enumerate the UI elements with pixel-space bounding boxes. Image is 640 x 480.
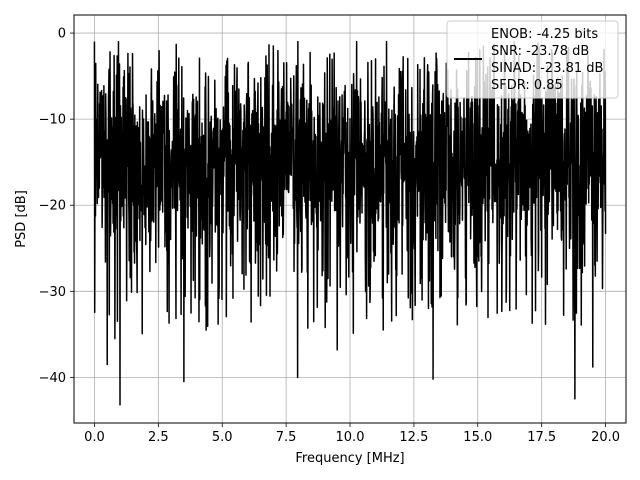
x-tick-label: 0.0: [84, 430, 105, 445]
series-layer: [93, 40, 607, 406]
x-tick-label: 7.5: [276, 430, 297, 445]
x-tick-label: 12.5: [399, 430, 428, 445]
legend-entry-sinad: SINAD: -23.81 dB: [491, 61, 603, 76]
x-axis-label: Frequency [MHz]: [295, 451, 404, 466]
legend-box: [446, 20, 619, 99]
x-tick-label: 15.0: [463, 430, 492, 445]
x-tick-label: 5.0: [212, 430, 233, 445]
y-tick-label: −40: [39, 371, 66, 386]
y-axis-label: PSD [dB]: [14, 190, 29, 248]
y-tick-label: −30: [39, 285, 66, 300]
x-tick-label: 2.5: [148, 430, 169, 445]
legend-entry-snr: SNR: -23.78 dB: [491, 44, 589, 59]
legend-entry-sfdr: SFDR: 0.85: [491, 78, 563, 93]
x-tick-label: 20.0: [591, 430, 620, 445]
legend-entry-enob: ENOB: -4.25 bits: [491, 27, 598, 42]
x-tick-label: 10.0: [336, 430, 365, 445]
y-tick-label: −20: [39, 199, 66, 214]
y-tick-label: 0: [58, 27, 66, 42]
x-tick-label: 17.5: [527, 430, 556, 445]
y-tick-label: −10: [39, 113, 66, 128]
y-axis-ticks: 0 −10 −20 −30 −40: [39, 27, 74, 386]
psd-series-line: [93, 40, 607, 406]
legend: ENOB: -4.25 bits SNR: -23.78 dB SINAD: -…: [446, 20, 619, 99]
x-axis-ticks: 0.0 2.5 5.0 7.5 10.0 12.5 15.0 17.5 20.0: [84, 423, 620, 445]
